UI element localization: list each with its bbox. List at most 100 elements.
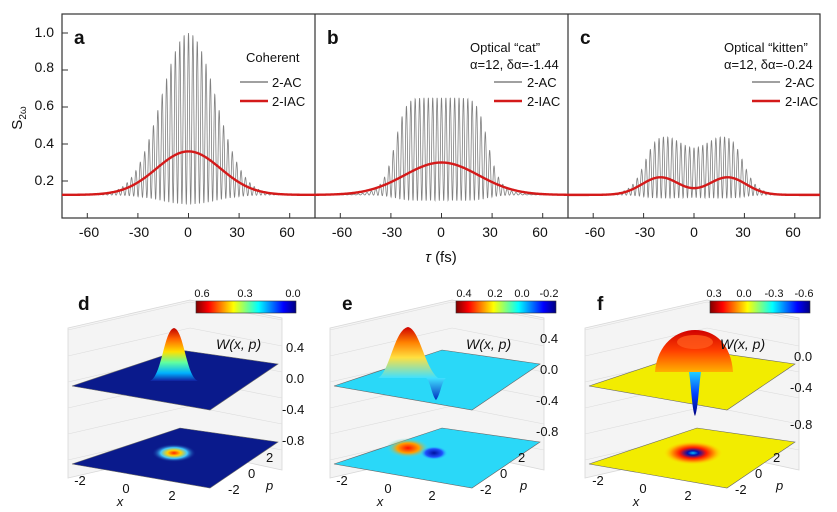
svg-text:0.8: 0.8 [35,59,55,75]
zaxis-d: W(x, p) 0.4 0.0 -0.4 -0.8 [216,336,304,448]
colorbar-tick: 0.2 [487,288,502,300]
x-tick-label: -2 [336,473,348,488]
wigner-panel-coherent [67,299,283,489]
grid-line [189,327,283,347]
z-tick-label: -0.4 [536,393,558,408]
series-2iac-line [62,150,315,197]
p-tick-label: -2 [480,482,492,497]
panel-letter-d: d [78,294,90,315]
x-tick-label: 0 [690,224,698,240]
p-tick-label: 2 [518,450,525,465]
legend-label-2iac: 2-IAC [527,94,560,109]
y-tick-label-4: 0.8 [35,59,55,75]
p-tick-label: 2 [773,450,780,465]
z-tick-label: 0.0 [540,362,558,377]
annotation-b-line2: α=12, δα=-1.44 [470,57,559,72]
floor-ring [663,441,723,465]
series-2iac-line [568,176,820,197]
y-tick-label-2: 0.4 [35,135,55,151]
series-2ac-line [315,97,568,202]
x-tick-label: -60 [585,224,605,240]
legend-label-2iac: 2-IAC [272,94,305,109]
x-tick-label: -2 [74,473,86,488]
z-tick-label: 0.0 [286,371,304,386]
p-tick-label: -2 [228,482,240,497]
z-tick-label: 0.0 [794,349,812,364]
wigner-panel-cat [329,299,545,489]
p-tick-label: 0 [500,466,507,481]
x-tick-label: -60 [332,224,352,240]
x-tick-label: 30 [229,224,245,240]
p-tick-label: 0 [248,466,255,481]
svg-text:0.4: 0.4 [35,135,55,151]
z-tick-label: 0.4 [540,331,558,346]
colorbar-tick: 0.0 [736,288,751,300]
line-plots [62,32,821,218]
x-tick-label: -60 [79,224,99,240]
y-tick-label-1: 0.2 [35,172,55,188]
legend-label-2ac: 2-AC [527,75,557,90]
surface-dome-crater [677,335,713,349]
colorbar-e: 0.4 0.2 0.0 -0.2 [455,288,558,314]
x-tick-label: 0 [437,224,445,240]
colorbar-tick: 0.3 [237,288,252,300]
colorbar-tick: -0.6 [795,288,814,300]
colorbar-tick: -0.3 [765,288,784,300]
p-axis-title: p [519,478,527,493]
grid-line [706,327,800,347]
colorbar-gradient [195,300,297,314]
svg-text:0.6: 0.6 [35,97,55,113]
x-tick-label: 0 [384,481,391,496]
floor-peak-spot [152,444,196,462]
colorbar-tick: 0.6 [194,288,209,300]
x-tick-label: 30 [482,224,498,240]
z-tick-label: -0.8 [282,433,304,448]
zaxis-title: W(x, p) [720,336,765,352]
surface-negative-dip [689,372,701,416]
x-tick-label: 30 [735,224,751,240]
svg-text:τ (fs): τ (fs) [425,249,456,266]
x-tick-label: -30 [635,224,655,240]
floor-negative-lobe [420,446,448,460]
y-axis-title: S2ω [9,106,29,130]
x-ticks-a: -60 -30 0 30 60 [79,224,295,240]
colorbar-tick: 0.0 [285,288,300,300]
grid-line [329,301,453,331]
x-axis-title: x [632,494,640,509]
p-tick-label: -2 [735,482,747,497]
series-2iac-line [314,161,569,196]
p-axis-title: p [265,478,273,493]
p-tick-label: 2 [266,450,273,465]
x-ticks-c: -60 -30 0 30 60 [585,224,801,240]
floor-positive-lobe [386,438,430,458]
x-tick-label: 60 [532,224,548,240]
colorbar-d: 0.6 0.3 0.0 [194,288,301,314]
colorbar-tick: 0.0 [514,288,529,300]
x-tick-label: 2 [428,488,435,503]
zaxis-title: W(x, p) [216,336,261,352]
x-tick-label: 60 [279,224,295,240]
colorbar-tick: 0.3 [706,288,721,300]
z-tick-label: -0.8 [790,417,812,432]
x-tick-label: 0 [639,481,646,496]
annotation-c-line2: α=12, δα=-0.24 [724,57,813,72]
y-axis: 0.2 0.4 0.6 0.8 1.0 S2ω [9,24,54,188]
svg-text:1.0: 1.0 [35,24,55,40]
panel-letter-f: f [597,294,604,315]
z-tick-label: -0.4 [790,380,812,395]
panel-letter-a: a [74,28,85,49]
wigner-panel-kitten [584,299,800,489]
surface-positive-peak [378,327,438,378]
surface-peak [150,328,198,381]
annotation-b-line1: Optical “cat” [470,40,540,55]
y-tick-label-3: 0.6 [35,97,55,113]
grid-line [67,301,191,331]
annotation-c-line1: Optical “kitten” [724,40,808,55]
colorbar-gradient [455,300,557,314]
colorbar-tick: 0.4 [456,288,471,300]
svg-text:0.2: 0.2 [35,172,55,188]
y-tick-label-5: 1.0 [35,24,55,40]
surface-negative-dip [426,378,446,400]
grid-line [329,405,453,435]
